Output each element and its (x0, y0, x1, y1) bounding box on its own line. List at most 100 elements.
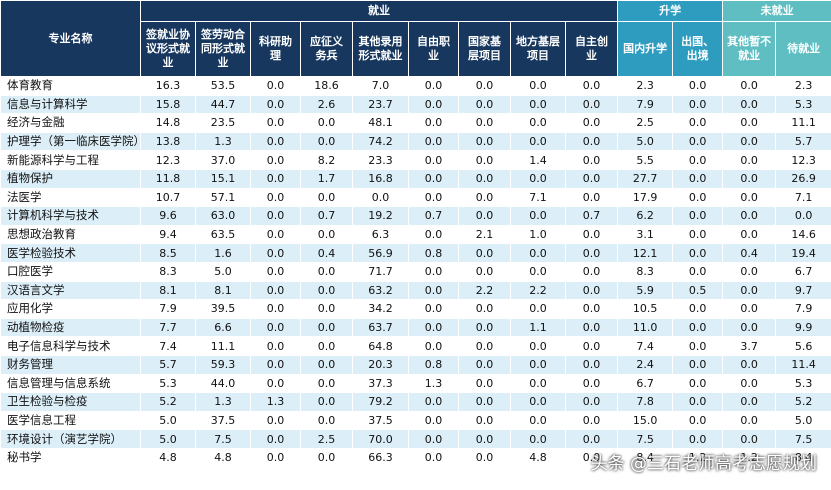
value-cell: 8.2 (300, 150, 353, 170)
value-cell: 0.0 (250, 113, 301, 133)
value-cell: 7.8 (617, 392, 674, 412)
value-cell: 0.0 (722, 187, 777, 208)
value-cell: 9.9 (775, 317, 831, 338)
value-cell: 11.0 (617, 317, 674, 338)
table-row: 环境设计（演艺学院） 5.0 7.5 0.0 2.5 70.0 0.0 0.0 0.0 0.0 7.… (0, 429, 831, 449)
value-cell: 0.0 (722, 429, 777, 449)
value-cell: 0.0 (722, 354, 777, 375)
value-cell: 0.7 (408, 206, 459, 226)
table-row: 应用化学 7.9 39.5 0.0 0.0 34.2 0.0 0.0 0.0 0.0 10.5 0.0… (0, 299, 831, 319)
column-header: 国内升学 (617, 21, 674, 77)
value-cell: 56.9 (352, 243, 409, 263)
value-cell: 5.0 (140, 429, 196, 449)
value-cell: 44.0 (195, 373, 251, 394)
value-cell: 64.8 (352, 336, 409, 356)
value-cell: 0.0 (510, 113, 566, 133)
value-cell: 0.0 (408, 317, 459, 338)
value-cell: 37.5 (352, 410, 409, 431)
group-header: 就业 (139, 0, 619, 22)
value-cell: 0.0 (672, 317, 724, 338)
value-cell: 0.0 (408, 187, 459, 208)
value-cell: 0.0 (722, 373, 777, 394)
value-cell: 0.0 (564, 243, 619, 263)
value-cell: 5.0 (195, 261, 251, 282)
column-header: 其他暂不就业 (722, 21, 777, 77)
value-cell: 8.4 (617, 447, 674, 468)
value-cell: 0.0 (672, 168, 724, 189)
value-cell: 6.6 (195, 317, 251, 338)
value-cell: 1.2 (722, 447, 777, 468)
value-cell: 7.5 (617, 429, 674, 449)
value-cell: 5.3 (775, 373, 831, 394)
value-cell: 0.0 (408, 392, 459, 412)
value-cell: 16.3 (140, 76, 196, 96)
value-cell: 0.0 (564, 113, 619, 133)
value-cell: 0.0 (775, 206, 831, 226)
value-cell: 0.0 (250, 94, 301, 115)
value-cell: 0.0 (564, 150, 619, 170)
value-cell: 5.9 (617, 280, 674, 301)
value-cell: 26.9 (775, 168, 831, 189)
value-cell: 0.0 (564, 76, 619, 96)
table-row: 信息管理与信息系统 5.3 44.0 0.0 0.0 37.3 1.3 0.0 0.0 0.0 6.… (0, 373, 831, 394)
value-cell: 0.0 (510, 76, 566, 96)
value-cell: 0.0 (672, 131, 724, 152)
value-cell: 0.0 (564, 261, 619, 282)
value-cell: 0.7 (564, 206, 619, 226)
header-cell: 专业名称 (0, 0, 141, 77)
major-name: 口腔医学 (0, 261, 141, 282)
value-cell: 0.0 (250, 354, 301, 375)
value-cell: 7.9 (140, 299, 196, 319)
column-header: 其他录用形式就业 (352, 21, 409, 77)
value-cell: 7.1 (510, 187, 566, 208)
major-name: 财务管理 (0, 354, 141, 375)
value-cell: 3.1 (617, 224, 674, 245)
value-cell: 1.2 (672, 447, 724, 468)
value-cell: 7.0 (352, 76, 409, 96)
major-name: 卫生检验与检疫 (0, 392, 141, 412)
value-cell: 6.3 (352, 224, 409, 245)
value-cell: 0.0 (408, 299, 459, 319)
value-cell: 0.0 (300, 131, 353, 152)
value-cell: 0.0 (510, 94, 566, 115)
value-cell: 48.1 (352, 113, 409, 133)
value-cell: 0.0 (564, 94, 619, 115)
value-cell: 15.0 (617, 410, 674, 431)
major-name: 护理学（第一临床医学院） (0, 131, 145, 152)
value-cell: 0.0 (722, 113, 777, 133)
value-cell: 0.0 (564, 187, 619, 208)
value-cell: 0.0 (510, 429, 566, 449)
watermark: 头条 @三石老师高考志愿规划 (590, 454, 817, 474)
value-cell: 0.0 (250, 429, 301, 449)
value-cell: 6.2 (617, 206, 674, 226)
value-cell: 0.0 (564, 168, 619, 189)
table-row: 护理学（第一临床医学院） 13.8 1.3 0.0 0.0 74.2 0.0 0.0 0.0 0.… (0, 131, 831, 152)
value-cell: 7.4 (617, 336, 674, 356)
value-cell: 0.0 (408, 280, 459, 301)
value-cell: 0.0 (250, 447, 301, 468)
value-cell: 0.0 (458, 150, 511, 170)
major-name: 汉语言文学 (0, 280, 141, 301)
value-cell: 0.0 (300, 336, 353, 356)
value-cell: 7.5 (775, 429, 831, 449)
value-cell: 0.0 (510, 168, 566, 189)
value-cell: 2.5 (300, 429, 353, 449)
value-cell: 0.0 (458, 168, 511, 189)
value-cell: 0.0 (672, 150, 724, 170)
value-cell: 0.0 (300, 261, 353, 282)
value-cell: 63.7 (352, 317, 409, 338)
value-cell: 0.0 (458, 187, 511, 208)
value-cell: 70.0 (352, 429, 409, 449)
value-cell: 8.1 (140, 280, 196, 301)
value-cell: 0.0 (672, 336, 724, 356)
value-cell: 5.6 (775, 336, 831, 356)
value-cell: 0.0 (458, 447, 511, 468)
value-cell: 0.0 (250, 206, 301, 226)
value-cell: 6.7 (775, 261, 831, 282)
value-cell: 8.3 (617, 261, 674, 282)
column-header: 自主创业 (564, 21, 619, 77)
value-cell: 0.0 (300, 373, 353, 394)
value-cell: 0.0 (250, 76, 301, 96)
value-cell: 0.0 (510, 373, 566, 394)
value-cell: 0.0 (672, 354, 724, 375)
